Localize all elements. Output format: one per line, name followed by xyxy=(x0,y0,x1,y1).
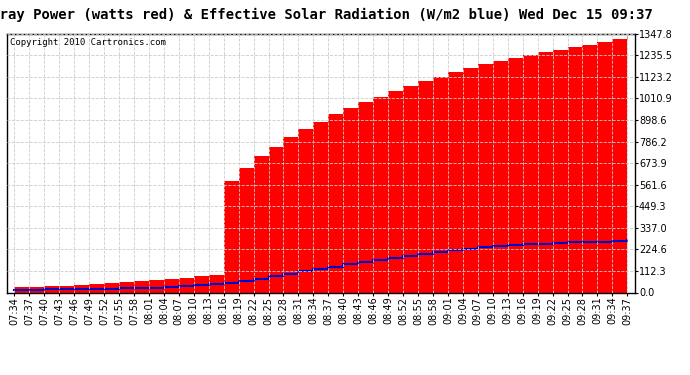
Text: West Array Power (watts red) & Effective Solar Radiation (W/m2 blue) Wed Dec 15 : West Array Power (watts red) & Effective… xyxy=(0,8,653,22)
Text: Copyright 2010 Cartronics.com: Copyright 2010 Cartronics.com xyxy=(10,38,166,46)
